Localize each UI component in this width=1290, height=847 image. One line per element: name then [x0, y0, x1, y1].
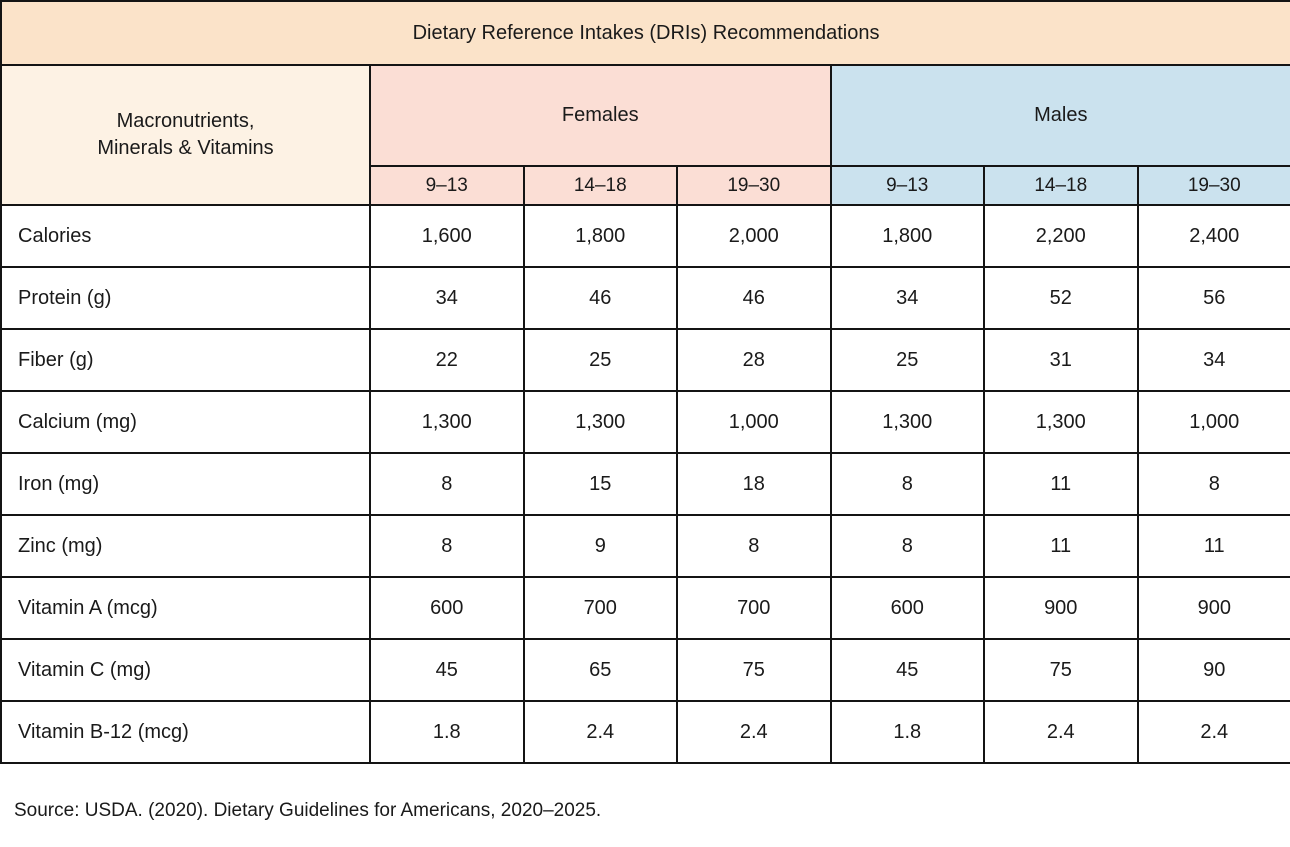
table-row: Calories 1,600 1,800 2,000 1,800 2,200 2,400 — [0, 204, 1290, 268]
value-cell: 1,300 — [369, 390, 525, 454]
table-row: Protein (g) 34 46 46 34 52 56 — [0, 266, 1290, 330]
value-cell: 31 — [983, 328, 1139, 392]
age-header-males: 14–18 — [983, 165, 1139, 206]
value-cell: 56 — [1136, 266, 1290, 330]
row-label: Calcium (mg) — [0, 390, 371, 454]
value-cell: 700 — [522, 576, 678, 640]
value-cell: 25 — [522, 328, 678, 392]
group-header-males: Males — [829, 64, 1290, 167]
table-title: Dietary Reference Intakes (DRIs) Recomme… — [0, 0, 1290, 66]
value-cell: 34 — [1136, 328, 1290, 392]
row-label: Fiber (g) — [0, 328, 371, 392]
value-cell: 8 — [369, 514, 525, 578]
value-cell: 1,800 — [522, 204, 678, 268]
value-cell: 28 — [676, 328, 832, 392]
value-cell: 75 — [676, 638, 832, 702]
value-cell: 46 — [522, 266, 678, 330]
value-cell: 8 — [829, 514, 985, 578]
value-cell: 1,000 — [676, 390, 832, 454]
table-row: Fiber (g) 22 25 28 25 31 34 — [0, 328, 1290, 392]
source-note: Source: USDA. (2020). Dietary Guidelines… — [14, 800, 602, 821]
value-cell: 11 — [983, 452, 1139, 516]
value-cell: 34 — [829, 266, 985, 330]
table-row: Zinc (mg) 8 9 8 8 11 11 — [0, 514, 1290, 578]
value-cell: 700 — [676, 576, 832, 640]
row-label: Iron (mg) — [0, 452, 371, 516]
value-cell: 600 — [829, 576, 985, 640]
value-cell: 600 — [369, 576, 525, 640]
value-cell: 25 — [829, 328, 985, 392]
table-row: Vitamin A (mcg) 600 700 700 600 900 900 — [0, 576, 1290, 640]
row-label: Zinc (mg) — [0, 514, 371, 578]
value-cell: 9 — [522, 514, 678, 578]
value-cell: 65 — [522, 638, 678, 702]
value-cell: 2.4 — [1136, 700, 1290, 764]
age-header-females: 9–13 — [369, 165, 525, 206]
age-header-males: 19–30 — [1136, 165, 1290, 206]
group-header-females: Females — [369, 64, 832, 167]
value-cell: 900 — [1136, 576, 1290, 640]
value-cell: 46 — [676, 266, 832, 330]
value-cell: 1,000 — [1136, 390, 1290, 454]
value-cell: 34 — [369, 266, 525, 330]
value-cell: 1,300 — [983, 390, 1139, 454]
row-label: Calories — [0, 204, 371, 268]
value-cell: 2,200 — [983, 204, 1139, 268]
age-header-row: 9–13 14–18 19–30 9–13 14–18 19–30 — [1, 165, 1290, 206]
age-header-females: 19–30 — [676, 165, 832, 206]
value-cell: 18 — [676, 452, 832, 516]
value-cell: 1,600 — [369, 204, 525, 268]
title-row: Dietary Reference Intakes (DRIs) Recomme… — [0, 0, 1290, 66]
value-cell: 1,300 — [829, 390, 985, 454]
value-cell: 2,000 — [676, 204, 832, 268]
value-cell: 52 — [983, 266, 1139, 330]
value-cell: 1,300 — [522, 390, 678, 454]
value-cell: 2,400 — [1136, 204, 1290, 268]
corner-header: Macronutrients, Minerals & Vitamins — [0, 64, 371, 206]
value-cell: 90 — [1136, 638, 1290, 702]
value-cell: 8 — [829, 452, 985, 516]
table-row: Calcium (mg) 1,300 1,300 1,000 1,300 1,300 1,0… — [0, 390, 1290, 454]
value-cell: 8 — [1136, 452, 1290, 516]
value-cell: 1.8 — [829, 700, 985, 764]
value-cell: 11 — [983, 514, 1139, 578]
dri-table: Dietary Reference Intakes (DRIs) Recomme… — [0, 0, 1290, 764]
value-cell: 8 — [676, 514, 832, 578]
value-cell: 75 — [983, 638, 1139, 702]
value-cell: 2.4 — [676, 700, 832, 764]
age-header-females: 14–18 — [522, 165, 678, 206]
table-row: Vitamin C (mg) 45 65 75 45 75 90 — [0, 638, 1290, 702]
value-cell: 900 — [983, 576, 1139, 640]
value-cell: 11 — [1136, 514, 1290, 578]
row-label: Vitamin B-12 (mcg) — [0, 700, 371, 764]
value-cell: 15 — [522, 452, 678, 516]
table-row: Vitamin B-12 (mcg) 1.8 2.4 2.4 1.8 2.4 2.4 — [0, 700, 1290, 764]
age-header-males: 9–13 — [829, 165, 985, 206]
value-cell: 1.8 — [369, 700, 525, 764]
value-cell: 45 — [829, 638, 985, 702]
row-label: Vitamin C (mg) — [0, 638, 371, 702]
table-row: Iron (mg) 8 15 18 8 11 8 — [0, 452, 1290, 516]
value-cell: 1,800 — [829, 204, 985, 268]
group-header-row: Macronutrients, Minerals & Vitamins Fema… — [0, 64, 1290, 206]
value-cell: 45 — [369, 638, 525, 702]
value-cell: 22 — [369, 328, 525, 392]
value-cell: 8 — [369, 452, 525, 516]
row-label: Protein (g) — [0, 266, 371, 330]
row-label: Vitamin A (mcg) — [0, 576, 371, 640]
value-cell: 2.4 — [983, 700, 1139, 764]
value-cell: 2.4 — [522, 700, 678, 764]
